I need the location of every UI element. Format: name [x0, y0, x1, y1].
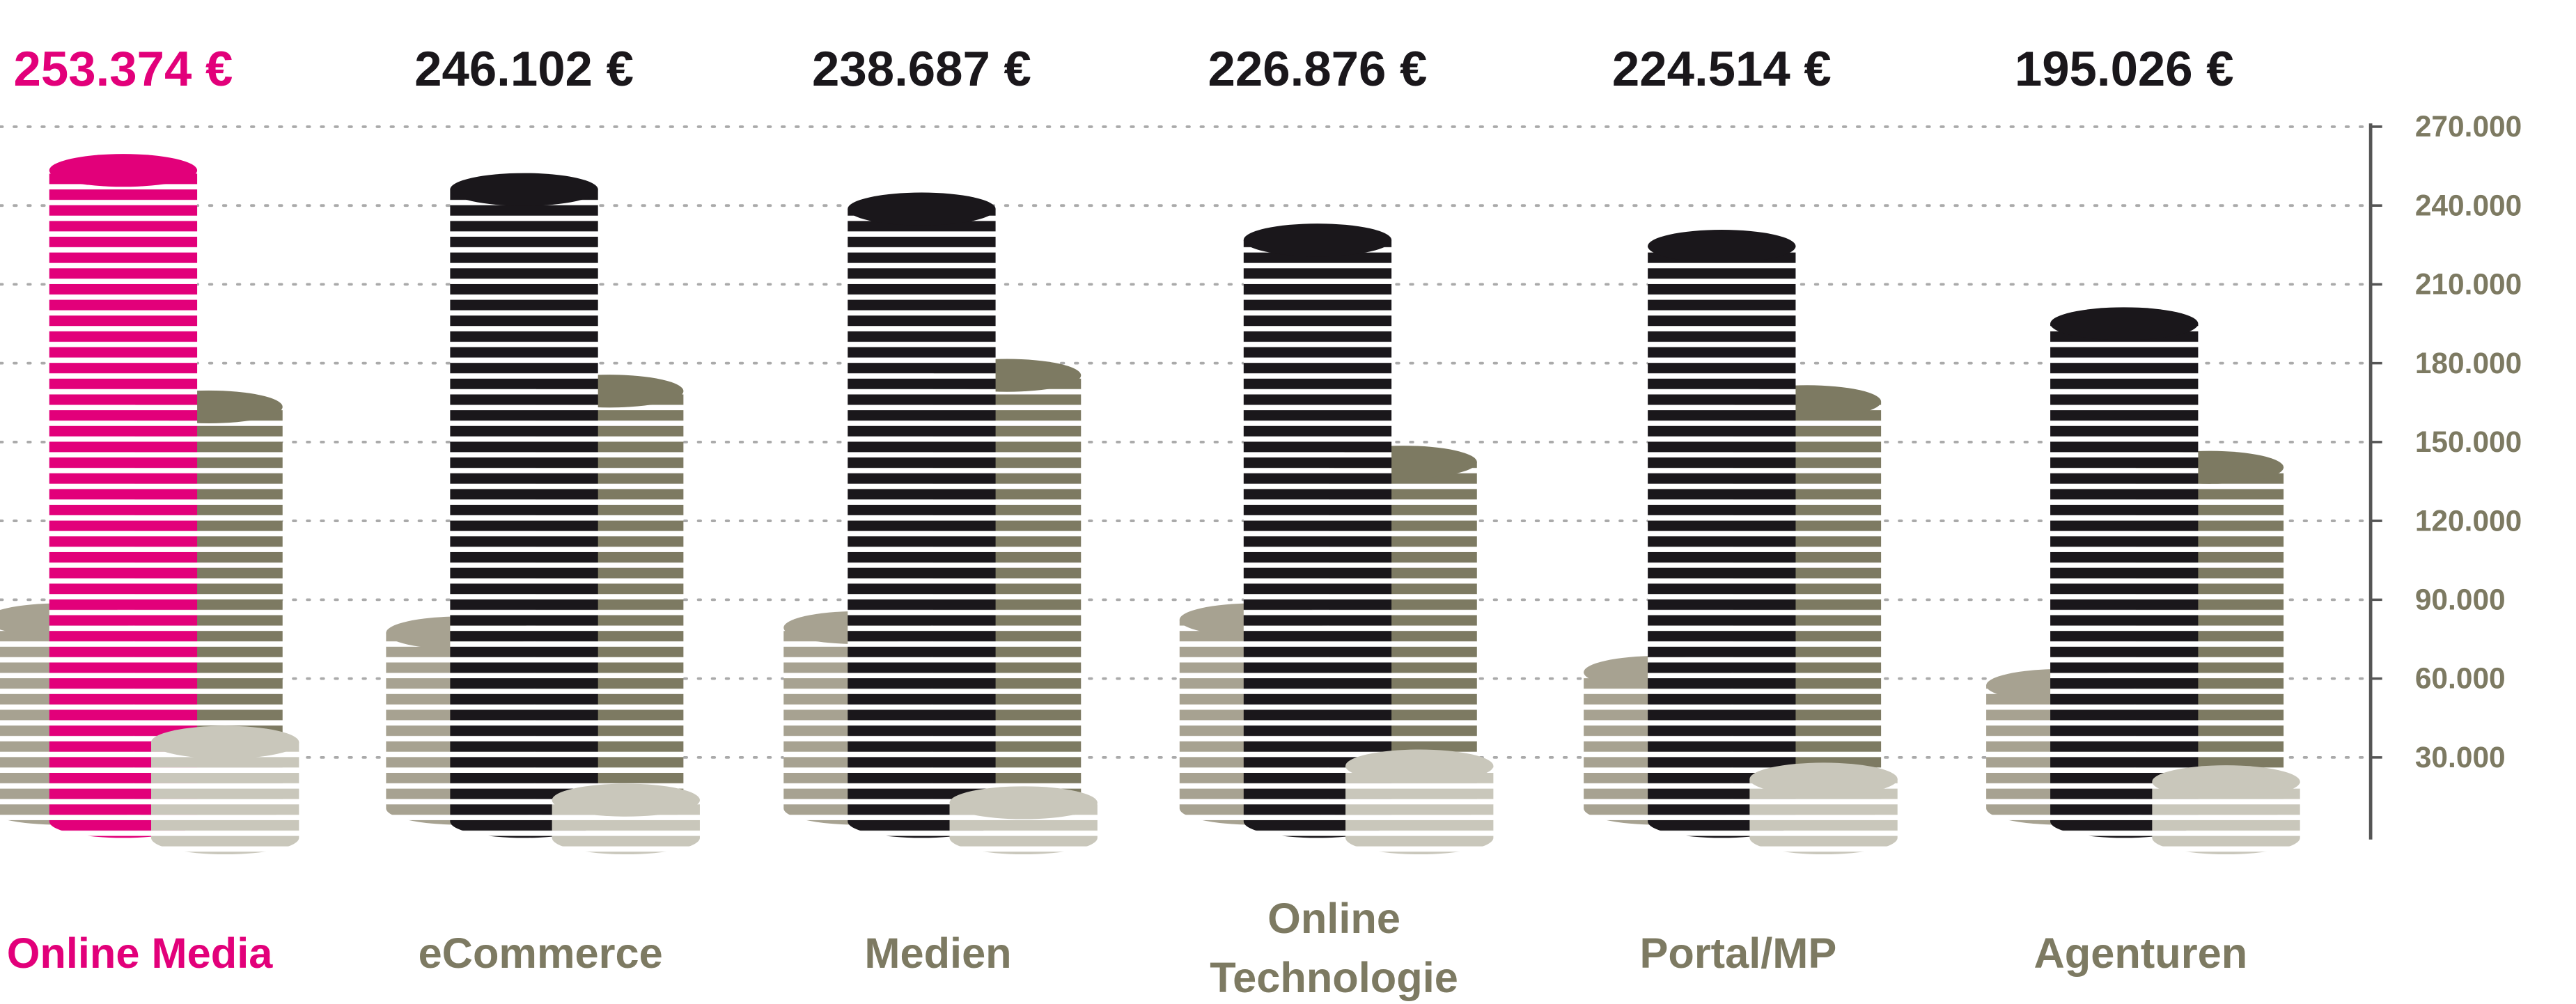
stack-top: [1345, 749, 1494, 783]
stack-body: [450, 189, 598, 838]
coin-stack: [1243, 223, 1392, 838]
coin-stack: [552, 783, 700, 855]
y-tick-label: 270.000: [2415, 110, 2522, 143]
coin-stack: [1749, 762, 1898, 855]
stack-body: [2152, 781, 2300, 855]
stack-top: [151, 725, 299, 759]
stack-body: [49, 170, 198, 838]
x-tick-label: Agenturen: [2034, 929, 2248, 977]
stack-top: [2050, 307, 2199, 340]
coin-stack: [848, 192, 996, 838]
stack-body: [1749, 778, 1898, 855]
stack-top: [450, 173, 598, 206]
y-tick-label: 240.000: [2415, 189, 2522, 221]
value-label: 226.876 €: [1208, 41, 1428, 96]
y-tick-label: 30.000: [2415, 741, 2506, 774]
x-tick-label: Online Media: [7, 929, 274, 977]
y-tick-label: 180.000: [2415, 347, 2522, 379]
stack-body: [848, 209, 996, 838]
stack-body: [2050, 323, 2199, 838]
y-tick-label: 60.000: [2415, 662, 2506, 695]
value-label: 224.514 €: [1612, 41, 1832, 96]
coin-stack: [2152, 765, 2300, 855]
stack-top: [2152, 765, 2300, 799]
stack-top: [552, 783, 700, 817]
coin-stack: [1345, 749, 1494, 855]
stack-top: [1243, 223, 1392, 257]
stack-top: [1648, 230, 1796, 263]
stack-body: [151, 742, 299, 855]
y-tick-label: 120.000: [2415, 504, 2522, 537]
coin-stack: [450, 173, 598, 838]
coin-stack: [1648, 230, 1796, 838]
value-label: 253.374 €: [14, 41, 233, 96]
stack-top: [949, 786, 1098, 819]
y-tick-label: 150.000: [2415, 425, 2522, 458]
value-label: 195.026 €: [2015, 41, 2234, 96]
coin-stack: [949, 786, 1098, 855]
x-tick-label: Online Technologie: [1210, 894, 1458, 1001]
stack-body: [1345, 766, 1494, 855]
x-tick-label: Medien: [864, 929, 1011, 977]
x-tick-label: Portal/MP: [1639, 929, 1836, 977]
stack-body: [1648, 246, 1796, 838]
x-tick-label: eCommerce: [419, 929, 663, 977]
stack-top: [848, 192, 996, 226]
y-tick-label: 210.000: [2415, 268, 2522, 301]
stack-top: [49, 154, 198, 187]
value-label: 246.102 €: [414, 41, 634, 96]
coin-stack: [151, 725, 299, 855]
stack-body: [1243, 240, 1392, 838]
value-label: 238.687 €: [812, 41, 1031, 96]
stack-top: [1749, 762, 1898, 796]
coin-stack: [49, 154, 198, 838]
coin-stack: [2050, 307, 2199, 838]
y-tick-label: 90.000: [2415, 583, 2506, 616]
